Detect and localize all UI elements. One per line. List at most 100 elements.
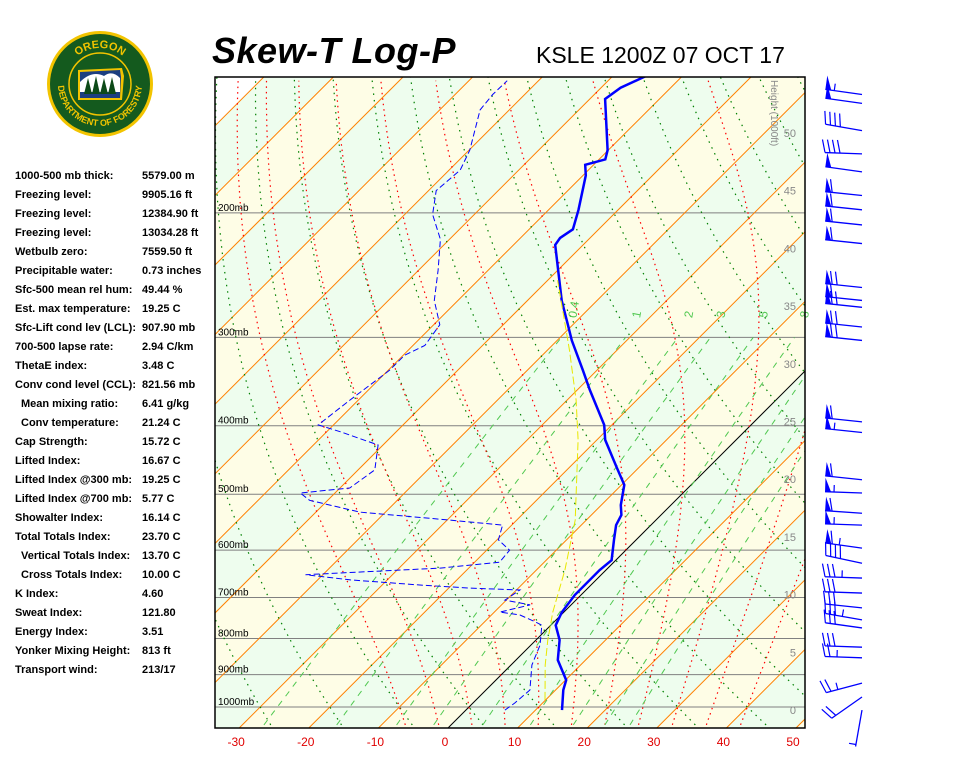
mixing-ratio-label: 0.4 xyxy=(565,300,582,319)
wind-barb-flag xyxy=(821,563,826,577)
wind-pennant xyxy=(825,289,832,305)
isotherm-line xyxy=(215,77,543,405)
mixing-ratio-label: 3 xyxy=(714,310,729,319)
stat-label: Wetbulb zero: xyxy=(15,246,88,258)
wind-barb-shaft xyxy=(824,655,863,659)
stat-row: Sweat Index: 121.80 xyxy=(15,606,201,625)
wind-barb-flag xyxy=(831,563,836,578)
wind-barb-shaft xyxy=(825,475,863,481)
height-tick-label: 35 xyxy=(784,301,796,313)
stat-label: Vertical Totals Index: xyxy=(21,550,131,562)
wind-barb xyxy=(825,207,863,226)
wind-barb-flag xyxy=(821,643,826,657)
stat-value: 121.80 xyxy=(142,607,176,619)
wind-pennant xyxy=(825,322,832,338)
isobar-label: 900mb xyxy=(218,665,249,676)
wind-barb-shaft xyxy=(831,696,863,719)
wind-barb xyxy=(825,289,863,308)
stat-value: 4.60 xyxy=(142,588,164,600)
isotherm-line xyxy=(215,77,473,336)
wind-pennant xyxy=(825,509,832,525)
wind-barb-shaft xyxy=(825,166,863,173)
wind-barb-shaft xyxy=(854,709,863,747)
wind-barb xyxy=(824,509,863,526)
stat-value: 6.41 g/kg xyxy=(142,398,190,410)
wind-barb xyxy=(825,414,863,434)
wind-barb-flag xyxy=(830,530,833,545)
wind-barb xyxy=(825,496,863,514)
stat-row: Lifted Index: 16.67 C xyxy=(15,454,201,473)
logo-top-text: OREGON xyxy=(72,39,127,59)
stat-label: Lifted Index @700 mb: xyxy=(15,493,133,505)
wind-barb-half xyxy=(833,422,836,430)
stat-row: Mean mixing ratio: 6.41 g/kg xyxy=(15,397,201,416)
stat-row: K Index: 4.60 xyxy=(15,587,201,606)
stat-label: Conv cond level (CCL): xyxy=(15,379,137,391)
height-tick-label: 30 xyxy=(784,359,796,371)
wind-barb-shaft xyxy=(825,282,863,289)
wind-pennant xyxy=(825,269,832,285)
wind-pennant xyxy=(825,207,832,222)
x-tick-label: -30 xyxy=(228,735,246,749)
wind-barb-flag xyxy=(834,324,838,338)
dry-adiabat-line xyxy=(797,77,805,93)
height-tick-label: 20 xyxy=(784,474,796,486)
wind-barb-shaft xyxy=(825,123,863,132)
wind-pennant xyxy=(825,461,832,477)
wind-barb xyxy=(825,84,863,105)
stat-label: Lifted Index: xyxy=(15,455,81,467)
stat-value: 13034.28 ft xyxy=(142,227,199,239)
wind-barb-shaft xyxy=(826,682,863,694)
moist-adiabat-line xyxy=(671,80,760,726)
wind-barb-flag xyxy=(821,632,826,647)
stat-value: 213/17 xyxy=(142,664,176,676)
height-tick-label: 50 xyxy=(784,128,796,140)
stat-value: 3.51 xyxy=(142,626,164,638)
isobar-label: 300mb xyxy=(218,327,249,338)
stat-value: 821.56 mb xyxy=(142,379,196,391)
wind-barb-half xyxy=(833,83,836,91)
wind-barb xyxy=(821,139,863,155)
dry-adiabat-line xyxy=(254,77,484,726)
wind-barb-flag xyxy=(826,643,831,657)
dry-adiabat-line xyxy=(215,77,413,726)
stat-value: 13.70 C xyxy=(142,550,181,562)
stat-label: Freezing level: xyxy=(15,189,92,201)
stat-value: 19.25 C xyxy=(142,303,181,315)
wind-barb-half xyxy=(835,682,839,690)
stat-row: Cap Strength: 15.72 C xyxy=(15,435,201,454)
temperature-band xyxy=(215,77,805,683)
wind-barb-shaft xyxy=(825,97,863,105)
wind-barb-flag xyxy=(829,405,833,419)
plot-labels: 0.4 1 2 3 5 81000mb900mb800mb700mb600mb500mb4… xyxy=(218,80,812,749)
wind-barb-shaft xyxy=(824,576,863,579)
isotherm-line xyxy=(215,77,334,197)
wind-pennant xyxy=(825,309,832,324)
wind-barb xyxy=(825,309,863,328)
wind-barb-flag xyxy=(824,600,827,614)
wind-barb-flag xyxy=(834,112,837,127)
mixing-ratio-line xyxy=(604,416,805,726)
wind-barb xyxy=(825,461,863,481)
mixing-ratio-line xyxy=(263,337,562,726)
wind-pennant xyxy=(825,496,832,512)
dry-adiabat-line xyxy=(864,56,960,725)
stat-label: Est. max temperature: xyxy=(15,303,131,315)
mixing-ratio-label: 5 xyxy=(756,310,771,319)
stat-label: Precipitable water: xyxy=(15,265,113,277)
isobar-label: 600mb xyxy=(218,540,249,551)
stat-row: Energy Index: 3.51 xyxy=(15,625,201,644)
dewpoint-trace xyxy=(298,80,543,711)
stat-value: 2.94 C/km xyxy=(142,341,194,353)
wind-barb-half xyxy=(841,609,845,617)
sounding-indices-panel: 1000-500 mb thick: 5579.00 m Freezing leve… xyxy=(15,169,201,682)
plot-area xyxy=(215,56,960,728)
wind-barb-shaft xyxy=(825,191,863,197)
wind-barb-flag xyxy=(823,609,826,623)
wind-pennant xyxy=(825,84,832,100)
wind-barb-flag xyxy=(833,610,836,625)
wind-barb xyxy=(824,600,863,621)
wind-barb xyxy=(825,322,863,342)
wind-barb xyxy=(824,542,863,564)
